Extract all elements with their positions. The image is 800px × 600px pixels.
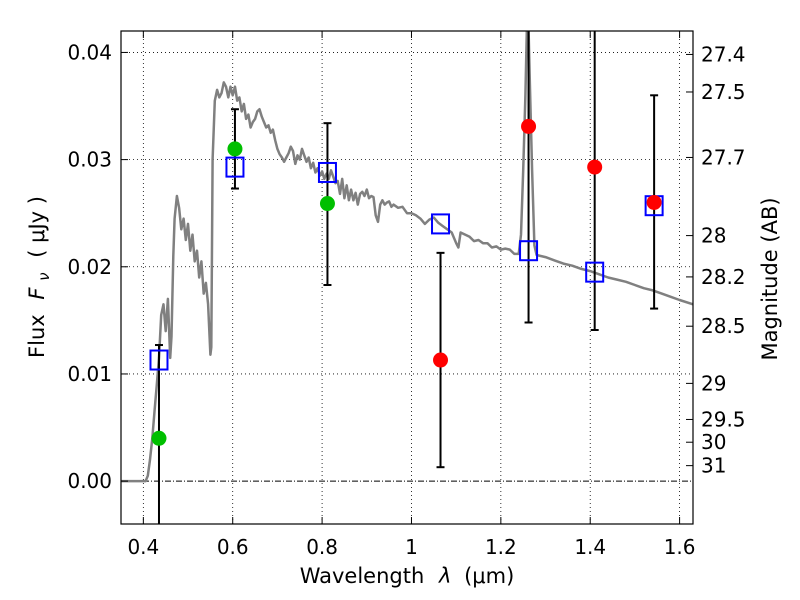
y2-tick-label: 27.4: [701, 42, 746, 66]
x-axis: 0.4 0.6 0.8 1 1.2 1.4 1.6: [127, 31, 696, 559]
y-tick-label: 0.03: [67, 148, 112, 172]
y2-tick-label: 27.5: [701, 80, 746, 104]
model-flux-square: [225, 156, 245, 178]
plot-area: [121, 31, 693, 524]
y-tick-label: 0.00: [67, 469, 112, 493]
y2-tick-label: 28.5: [701, 314, 746, 338]
model-flux-square: [431, 213, 451, 235]
x-tick-label: 1: [405, 535, 418, 559]
grid-lines: [121, 31, 693, 524]
x-axis-label-text: Wavelength: [300, 564, 425, 588]
x-axis-label-symbol: λ: [438, 564, 451, 588]
y-tick-label: 0.04: [67, 40, 112, 64]
observed-flux-point: [646, 194, 662, 210]
y-tick-label: 0.01: [67, 362, 112, 386]
y2-tick-label: 28: [701, 224, 726, 248]
x-tick-label: 1.6: [664, 535, 696, 559]
plot-frame: [120, 30, 694, 525]
y2-tick-label: 28.2: [701, 265, 746, 289]
y-axis-label-text: Flux: [25, 314, 49, 358]
observed-flux-point: [151, 430, 167, 446]
y2-tick-label: 29.5: [701, 407, 746, 431]
model-spectrum-line: [121, 31, 693, 483]
observed-flux-point: [319, 196, 335, 212]
y2-tick-label: 30: [701, 430, 726, 454]
model-flux-square: [585, 261, 605, 283]
x-tick-label: 0.4: [127, 535, 159, 559]
y2-tick-label: 29: [701, 371, 726, 395]
observed-flux-point: [433, 352, 449, 368]
model-flux-square: [317, 161, 337, 183]
y-axis-label: Flux F ν ( μJy ): [25, 196, 54, 358]
x-tick-label: 1.2: [485, 535, 517, 559]
y2-tick-label: 27.7: [701, 145, 746, 169]
x-axis-label: Wavelength λ (μm): [300, 564, 515, 588]
y-tick-label: 0.02: [67, 255, 112, 279]
y-axis-label-symbol: F: [25, 287, 49, 300]
model-flux-square: [519, 240, 539, 262]
model-flux-square: [149, 349, 169, 371]
y-axis-label-subscript: ν: [35, 272, 53, 280]
x-tick-label: 0.6: [217, 535, 249, 559]
x-axis-label-unit: (μm): [464, 564, 514, 588]
y-axis: 0.00 0.01 0.02 0.03 0.04: [67, 40, 128, 493]
x-tick-label: 1.4: [574, 535, 606, 559]
observed-flux-point: [587, 159, 603, 175]
y2-axis-label: Magnitude (AB): [758, 197, 782, 360]
x-tick-label: 0.8: [306, 535, 338, 559]
y-axis-label-unit: ( μJy ): [25, 196, 49, 258]
observed-flux-point: [521, 118, 537, 134]
observed-flux-point: [227, 141, 243, 157]
y2-tick-label: 31: [701, 454, 726, 478]
